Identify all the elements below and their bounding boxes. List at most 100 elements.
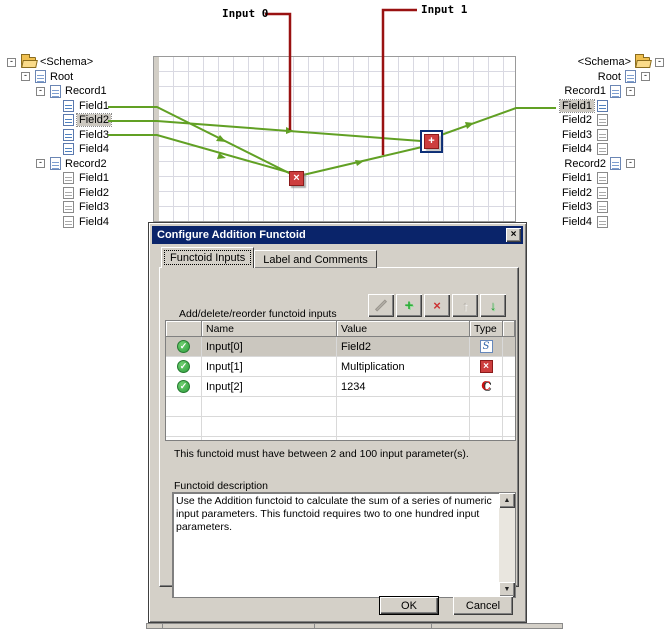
tree-item-label[interactable]: Field2 bbox=[76, 113, 112, 128]
arrow-down-icon: ↓ bbox=[489, 298, 497, 313]
addition-functoid[interactable]: + bbox=[420, 130, 443, 153]
dialog-tabs: Functoid Inputs Label and Comments bbox=[161, 247, 377, 268]
tree-item-label[interactable]: <Schema> bbox=[40, 56, 94, 69]
tree-item-schema[interactable]: <Schema> bbox=[2, 53, 111, 70]
scroll-up-icon[interactable]: ▲ bbox=[499, 493, 515, 508]
tree-item-label[interactable]: Record2 bbox=[65, 157, 107, 170]
collapse-icon[interactable] bbox=[36, 159, 45, 169]
tree-item-field1[interactable]: Field1 bbox=[560, 171, 669, 186]
empty-table-row[interactable] bbox=[166, 397, 515, 417]
collapse-icon[interactable] bbox=[626, 86, 635, 96]
grid-bottom-scrollbar[interactable] bbox=[146, 623, 563, 629]
tree-item-field3[interactable]: Field3 bbox=[560, 128, 669, 143]
collapse-icon[interactable] bbox=[7, 57, 16, 67]
tree-item-record1[interactable]: Record1 bbox=[2, 84, 111, 99]
add-input-button[interactable]: + bbox=[396, 294, 422, 317]
name-column-header[interactable]: Name bbox=[202, 321, 337, 337]
delete-input-button[interactable]: × bbox=[424, 294, 450, 317]
tree-item-label[interactable]: Field1 bbox=[562, 172, 592, 185]
tree-item-record1[interactable]: Record1 bbox=[560, 84, 669, 99]
field-icon bbox=[63, 172, 74, 185]
input-name: Input[2] bbox=[202, 377, 337, 397]
move-up-button[interactable]: ↑ bbox=[452, 294, 478, 317]
tree-item-record2[interactable]: Record2 bbox=[2, 157, 111, 172]
mapper-grid[interactable] bbox=[153, 56, 516, 222]
tree-item-label[interactable]: Field2 bbox=[562, 186, 592, 199]
tree-item-label[interactable]: Field3 bbox=[79, 201, 109, 214]
tree-item-schema[interactable]: <Schema> bbox=[560, 53, 669, 70]
ok-button[interactable]: OK bbox=[379, 596, 439, 615]
tree-item-label[interactable]: Field4 bbox=[79, 215, 109, 228]
input-name: Input[0] bbox=[202, 337, 337, 357]
collapse-icon[interactable] bbox=[21, 72, 30, 82]
tree-item-label[interactable]: Root bbox=[597, 70, 621, 83]
tree-item-label[interactable]: Field4 bbox=[79, 143, 109, 156]
description-scrollbar[interactable]: ▲ ▼ bbox=[499, 493, 515, 597]
tree-item-label[interactable]: Field1 bbox=[79, 99, 109, 112]
functoid-description-box: Use the Addition functoid to calculate t… bbox=[172, 492, 516, 598]
tree-item-label[interactable]: Root bbox=[50, 70, 74, 83]
close-icon[interactable]: × bbox=[506, 228, 521, 242]
tree-item-field4[interactable]: Field4 bbox=[2, 142, 111, 157]
tree-item-root[interactable]: Root bbox=[2, 70, 111, 85]
table-row[interactable]: ✓ Input[2] 1234 C bbox=[166, 377, 515, 397]
link-type-icon: S bbox=[479, 340, 493, 353]
empty-table-row[interactable] bbox=[166, 437, 515, 440]
empty-table-row[interactable] bbox=[166, 417, 515, 437]
tree-item-label[interactable]: Field3 bbox=[562, 128, 592, 141]
field-icon bbox=[597, 99, 608, 112]
value-column-header[interactable]: Value bbox=[337, 321, 470, 337]
tree-item-field2[interactable]: Field2 bbox=[560, 113, 669, 128]
collapse-icon[interactable] bbox=[36, 86, 45, 96]
scroll-down-icon[interactable]: ▼ bbox=[499, 582, 515, 597]
table-row[interactable]: ✓ Input[1] Multiplication × bbox=[166, 357, 515, 377]
dialog-titlebar[interactable]: Configure Addition Functoid × bbox=[152, 226, 523, 244]
type-column-header[interactable]: Type bbox=[470, 321, 503, 337]
edit-input-button[interactable] bbox=[368, 294, 394, 317]
tree-item-label[interactable]: Field3 bbox=[562, 201, 592, 214]
table-row[interactable]: ✓ Input[0] Field2 S bbox=[166, 337, 515, 357]
tab-label-and-comments[interactable]: Label and Comments bbox=[254, 250, 377, 268]
move-down-button[interactable]: ↓ bbox=[480, 294, 506, 317]
field-icon bbox=[597, 201, 608, 214]
tab-functoid-inputs[interactable]: Functoid Inputs bbox=[161, 247, 255, 268]
schema-folder-icon bbox=[21, 53, 36, 68]
schema-folder-icon bbox=[635, 53, 650, 68]
tree-item-field3[interactable]: Field3 bbox=[2, 128, 111, 143]
tree-item-label[interactable]: Record1 bbox=[564, 85, 606, 98]
collapse-icon[interactable] bbox=[626, 159, 635, 169]
tree-item-field3[interactable]: Field3 bbox=[560, 200, 669, 215]
tree-item-field2[interactable]: Field2 bbox=[2, 113, 112, 128]
record-icon bbox=[50, 157, 61, 171]
constant-type-icon: C bbox=[481, 379, 491, 393]
tree-item-label[interactable]: Field2 bbox=[562, 114, 592, 127]
tree-item-field1[interactable]: Field1 bbox=[2, 171, 111, 186]
field-icon bbox=[63, 114, 74, 127]
valid-check-icon: ✓ bbox=[177, 340, 190, 353]
tree-item-field1[interactable]: Field1 bbox=[2, 99, 111, 114]
tree-item-field1[interactable]: Field1 bbox=[559, 98, 669, 114]
tree-item-label[interactable]: <Schema> bbox=[577, 56, 631, 69]
tree-item-label[interactable]: Field4 bbox=[562, 143, 592, 156]
status-column-header[interactable] bbox=[166, 321, 202, 337]
tree-item-label[interactable]: Field1 bbox=[559, 98, 595, 113]
cancel-button[interactable]: Cancel bbox=[453, 596, 513, 615]
tree-item-record2[interactable]: Record2 bbox=[560, 157, 669, 172]
tree-item-field2[interactable]: Field2 bbox=[560, 186, 669, 201]
tree-item-label[interactable]: Field3 bbox=[79, 128, 109, 141]
tree-item-label[interactable]: Record1 bbox=[65, 85, 107, 98]
collapse-icon[interactable] bbox=[641, 72, 650, 82]
collapse-icon[interactable] bbox=[655, 57, 664, 67]
destination-schema-tree: <Schema> Root Record1 Field1 Field2 Fiel… bbox=[559, 53, 669, 230]
tree-item-label[interactable]: Field1 bbox=[79, 172, 109, 185]
tree-item-field4[interactable]: Field4 bbox=[560, 215, 669, 230]
tree-item-field4[interactable]: Field4 bbox=[2, 215, 111, 230]
tree-item-root[interactable]: Root bbox=[560, 70, 669, 85]
tree-item-label[interactable]: Field4 bbox=[562, 215, 592, 228]
tree-item-field3[interactable]: Field3 bbox=[2, 200, 111, 215]
multiplication-functoid[interactable]: × bbox=[289, 171, 304, 186]
tree-item-field4[interactable]: Field4 bbox=[560, 142, 669, 157]
tree-item-label[interactable]: Record2 bbox=[564, 157, 606, 170]
tree-item-label[interactable]: Field2 bbox=[79, 186, 109, 199]
tree-item-field2[interactable]: Field2 bbox=[2, 186, 111, 201]
